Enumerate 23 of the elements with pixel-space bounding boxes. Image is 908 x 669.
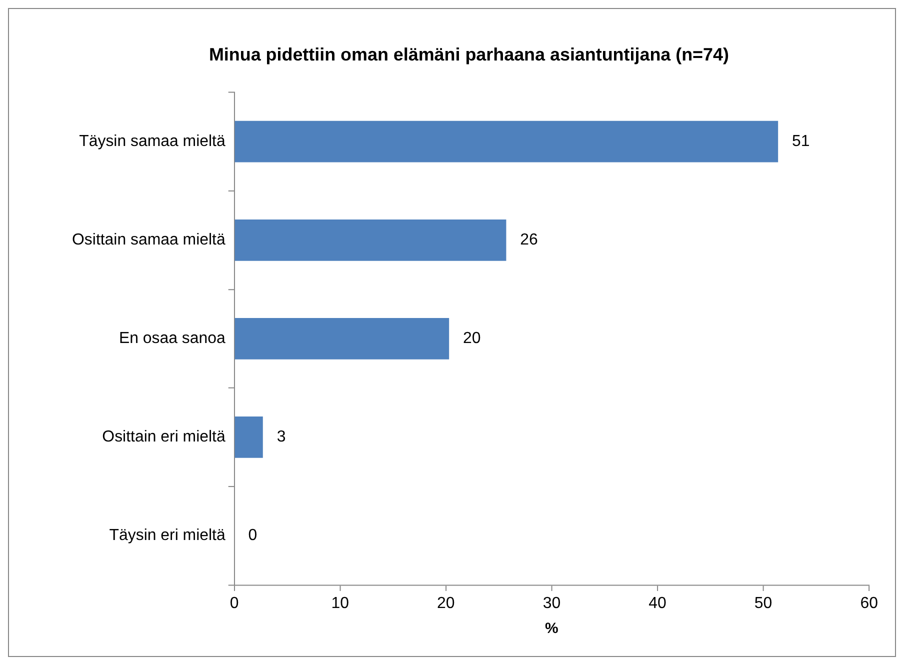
x-tick-label: 30: [542, 594, 561, 612]
x-axis-title: %: [545, 620, 558, 638]
bar: [234, 318, 450, 360]
chart-title: Minua pidettiin oman elämäni parhaana asiantuntijana (n=74): [208, 44, 729, 65]
bar: [234, 219, 506, 261]
x-tick-label: 10: [331, 594, 350, 612]
y-tick-label: En osaa sanoa: [118, 330, 226, 348]
x-tick-label: 60: [860, 594, 878, 612]
x-tick-label: 50: [754, 594, 772, 612]
data-label: 0: [248, 527, 258, 544]
y-tick-label: Osittain eri mieltä: [102, 428, 226, 446]
x-tick-label: 0: [230, 594, 239, 612]
data-label: 3: [276, 428, 286, 446]
y-tick-label: Täysin eri mieltä: [109, 527, 226, 544]
x-tick-label: 20: [437, 594, 455, 612]
data-label: 20: [463, 330, 481, 348]
bar: [234, 120, 778, 162]
data-label: 51: [792, 133, 810, 150]
y-tick-label: Osittain samaa mieltä: [72, 232, 226, 249]
data-label: 26: [520, 232, 538, 249]
y-tick-label: Täysin samaa mieltä: [79, 133, 226, 150]
bar: [234, 416, 263, 458]
x-tick-label: 40: [648, 594, 666, 612]
